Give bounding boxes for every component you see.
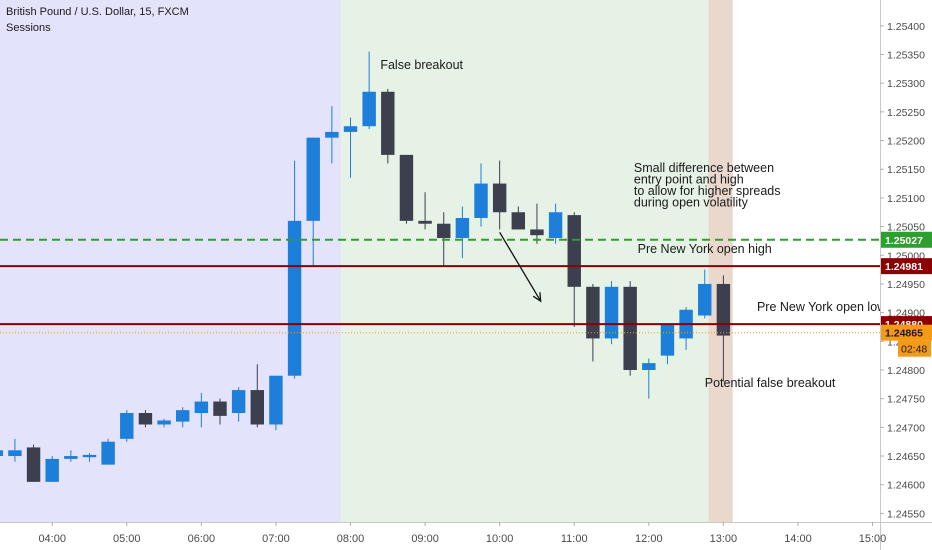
annotation-text: Pre New York open high bbox=[638, 242, 772, 256]
annotation-text: to allow for higher spreads bbox=[634, 184, 781, 198]
candle-body bbox=[437, 223, 451, 239]
session-band bbox=[708, 0, 733, 522]
level-badge bbox=[881, 324, 932, 341]
y-tick-label: 1.24650 bbox=[887, 451, 925, 463]
candle-body bbox=[157, 420, 171, 425]
x-tick-label: 15:00 bbox=[859, 533, 887, 545]
candle-body bbox=[213, 401, 227, 416]
y-tick-label: 1.25050 bbox=[887, 222, 925, 234]
candle-body bbox=[455, 217, 470, 239]
candle-body bbox=[399, 154, 414, 221]
candle-body bbox=[381, 91, 395, 155]
candle-body bbox=[660, 324, 675, 356]
candle-body bbox=[474, 183, 488, 218]
x-tick-label: 14:00 bbox=[784, 533, 812, 545]
candle-body bbox=[101, 441, 115, 465]
level-badge-label: 1.24981 bbox=[885, 261, 923, 273]
candle-body bbox=[120, 413, 134, 439]
candle-body bbox=[325, 131, 339, 138]
annotation-text: Potential false breakout bbox=[705, 376, 836, 390]
candle-body bbox=[362, 91, 376, 127]
candle-body bbox=[698, 283, 712, 316]
y-tick-label: 1.24950 bbox=[887, 279, 925, 291]
level-badge-label: 1.24865 bbox=[885, 328, 923, 340]
candle-body bbox=[26, 447, 41, 482]
y-tick-label: 1.25150 bbox=[887, 164, 925, 176]
candle-body bbox=[64, 456, 78, 459]
x-tick-label: 05:00 bbox=[113, 533, 141, 545]
candle-body bbox=[176, 410, 190, 422]
session-band bbox=[0, 0, 342, 522]
candle-body bbox=[511, 212, 526, 230]
y-tick-label: 1.25250 bbox=[887, 107, 925, 119]
level-badge-label: 1.25027 bbox=[885, 235, 923, 247]
level-badge bbox=[881, 231, 932, 248]
annotation-text: Pre New York open low bbox=[757, 300, 887, 314]
y-tick-label: 1.25200 bbox=[887, 136, 925, 148]
candle-body bbox=[642, 363, 656, 370]
candle-body bbox=[306, 137, 320, 221]
candle-body bbox=[586, 286, 600, 339]
candle-body bbox=[548, 212, 563, 239]
indicator-label: Sessions bbox=[6, 22, 51, 34]
y-tick-label: 1.24750 bbox=[887, 394, 925, 406]
x-tick-label: 13:00 bbox=[710, 533, 738, 545]
y-tick-label: 1.25400 bbox=[887, 21, 925, 33]
x-tick-label: 09:00 bbox=[411, 533, 439, 545]
countdown-label: 02:48 bbox=[901, 344, 927, 356]
y-tick-label: 1.24550 bbox=[887, 508, 925, 520]
candle-body bbox=[138, 413, 153, 425]
candle-body bbox=[250, 390, 264, 425]
level-badge bbox=[881, 258, 932, 275]
annotation-arrow bbox=[499, 231, 542, 302]
candle-body bbox=[716, 283, 731, 336]
annotation-text: during open volatility bbox=[634, 196, 749, 210]
x-tick-label: 10:00 bbox=[486, 533, 514, 545]
y-tick-label: 1.25350 bbox=[887, 49, 925, 61]
candle-body bbox=[45, 458, 59, 482]
y-tick-label: 1.25300 bbox=[887, 78, 925, 90]
candle-body bbox=[492, 183, 507, 213]
x-tick-label: 06:00 bbox=[188, 533, 216, 545]
candle-body bbox=[231, 390, 246, 414]
candle-body bbox=[8, 450, 22, 457]
candle-body bbox=[343, 126, 358, 132]
annotation-text: entry point and high bbox=[634, 173, 744, 187]
y-tick-label: 1.24800 bbox=[887, 365, 925, 377]
countdown-badge bbox=[898, 340, 931, 357]
annotation-arrow-head bbox=[532, 292, 542, 303]
y-tick-label: 1.25100 bbox=[887, 193, 925, 205]
candle-body bbox=[418, 220, 432, 224]
candle-body bbox=[623, 286, 637, 370]
candle-body bbox=[567, 215, 581, 287]
chart-title: British Pound / U.S. Dollar, 15, FXCM bbox=[6, 6, 189, 18]
candle-body bbox=[269, 375, 283, 425]
annotation-text: Small difference between bbox=[634, 161, 774, 175]
y-tick-label: 1.24600 bbox=[887, 480, 925, 492]
y-tick-label: 1.24700 bbox=[887, 422, 925, 434]
candle-body bbox=[604, 286, 619, 339]
x-tick-label: 08:00 bbox=[337, 533, 365, 545]
x-tick-label: 12:00 bbox=[635, 533, 663, 545]
annotation-text: False breakout bbox=[380, 58, 463, 72]
candle-body bbox=[0, 450, 3, 457]
session-band bbox=[341, 0, 709, 522]
x-tick-label: 07:00 bbox=[262, 533, 290, 545]
x-tick-label: 04:00 bbox=[38, 533, 66, 545]
time-axis bbox=[0, 522, 880, 550]
price-axis bbox=[880, 0, 932, 550]
candle-body bbox=[82, 454, 97, 458]
candle-body bbox=[287, 220, 302, 376]
candle-body bbox=[530, 229, 544, 236]
x-tick-label: 11:00 bbox=[561, 533, 588, 545]
candle-body bbox=[194, 401, 209, 414]
